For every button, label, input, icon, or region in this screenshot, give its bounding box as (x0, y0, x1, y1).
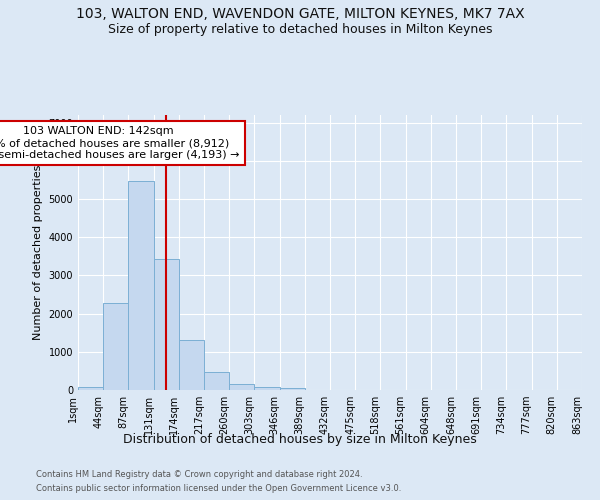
Text: Contains public sector information licensed under the Open Government Licence v3: Contains public sector information licen… (36, 484, 401, 493)
Text: Distribution of detached houses by size in Milton Keynes: Distribution of detached houses by size … (123, 432, 477, 446)
Bar (204, 372, 229, 390)
Bar (229, 384, 254, 390)
Bar (128, 181, 154, 390)
Text: 103, WALTON END, WAVENDON GATE, MILTON KEYNES, MK7 7AX: 103, WALTON END, WAVENDON GATE, MILTON K… (76, 8, 524, 22)
Bar (179, 340, 204, 390)
Bar (78, 387, 103, 390)
Bar (154, 258, 179, 390)
Bar (254, 387, 280, 390)
Bar (280, 388, 305, 390)
Text: Contains HM Land Registry data © Crown copyright and database right 2024.: Contains HM Land Registry data © Crown c… (36, 470, 362, 479)
Text: 103 WALTON END: 142sqm
← 68% of detached houses are smaller (8,912)
32% of semi-: 103 WALTON END: 142sqm ← 68% of detached… (0, 126, 240, 160)
Bar (103, 303, 128, 390)
Y-axis label: Number of detached properties: Number of detached properties (33, 165, 43, 340)
Text: Size of property relative to detached houses in Milton Keynes: Size of property relative to detached ho… (108, 22, 492, 36)
